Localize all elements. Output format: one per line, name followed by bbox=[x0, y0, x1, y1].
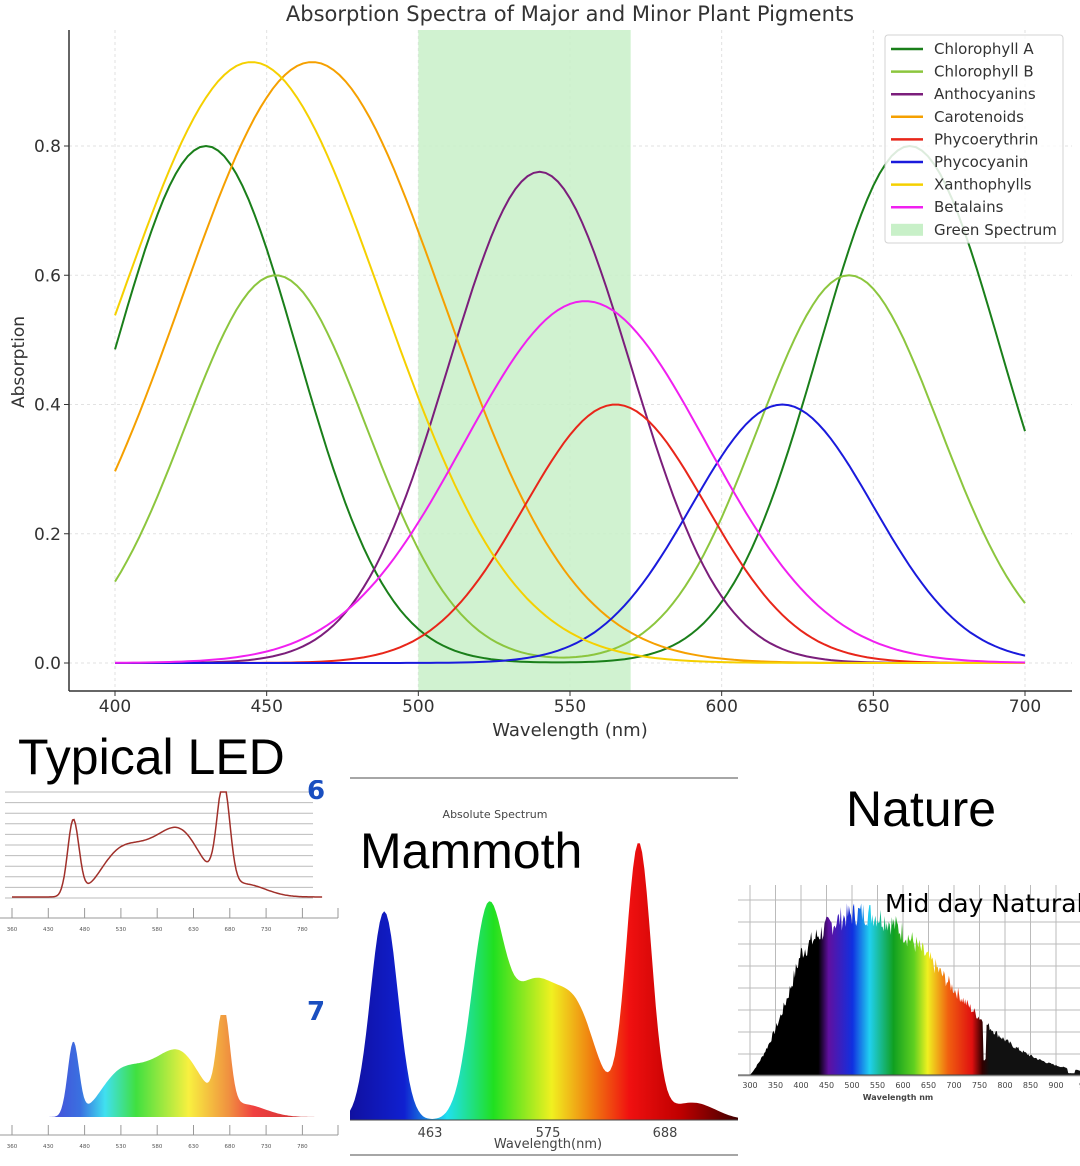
x-tick-label: 730 bbox=[261, 927, 272, 933]
x-tick-label: 430 bbox=[43, 1144, 54, 1150]
legend-label: Betalains bbox=[934, 198, 1004, 216]
x-tick-label: 900 bbox=[1048, 1081, 1063, 1090]
spectrum-line bbox=[12, 791, 323, 898]
x-tick-label: 780 bbox=[297, 927, 308, 933]
x-tick-label: 530 bbox=[116, 1144, 127, 1150]
series-chlorophyll-a bbox=[114, 144, 1026, 664]
x-axis-label: Wavelength nm bbox=[863, 1093, 934, 1102]
x-tick-label: 430 bbox=[43, 927, 54, 933]
x-tick-label: 680 bbox=[225, 1144, 236, 1150]
spectrum-area bbox=[350, 843, 738, 1120]
x-tick-label: 575 bbox=[536, 1126, 561, 1141]
x-tick-label: 780 bbox=[297, 1144, 308, 1150]
mammoth-spectrum: Absolute Spectrum 463 575 688 Wavelength(nm) bbox=[350, 777, 738, 1156]
legend-label: Anthocyanins bbox=[934, 85, 1036, 103]
legend-label: Phycoerythrin bbox=[934, 130, 1038, 148]
nature-heading: Nature bbox=[846, 781, 997, 837]
x-tick-label: 750 bbox=[972, 1081, 987, 1090]
x-tick-label: 688 bbox=[653, 1126, 678, 1141]
x-tick-label: 680 bbox=[225, 927, 236, 933]
legend-label: Chlorophyll A bbox=[934, 40, 1034, 58]
legend-label: Phycocyanin bbox=[934, 153, 1028, 171]
series-phycocyanin bbox=[115, 403, 1026, 664]
x-tick-label: 580 bbox=[152, 927, 163, 933]
y-tick-label: 0.6 bbox=[34, 266, 61, 286]
x-tick-label: 500 bbox=[402, 697, 434, 717]
x-tick-label: 630 bbox=[188, 927, 199, 933]
x-tick-label: 550 bbox=[554, 697, 586, 717]
x-tick-label: 530 bbox=[116, 927, 127, 933]
x-tick-label: 700 bbox=[946, 1081, 961, 1090]
panel-number-label: 6 bbox=[307, 780, 325, 806]
x-tick-label: 550 bbox=[870, 1081, 885, 1090]
x-tick-label: 480 bbox=[79, 927, 90, 933]
spectrum-area bbox=[750, 903, 1080, 1075]
green-spectrum-band bbox=[418, 30, 631, 691]
led-spectrum-6: 360 430 480 530 580 630 680 730 780 6 bbox=[0, 780, 339, 933]
x-tick-label: 630 bbox=[188, 1144, 199, 1150]
spectrum-area bbox=[12, 1015, 323, 1117]
y-tick-label: 0.8 bbox=[34, 137, 61, 157]
typical-led-heading: Typical LED bbox=[18, 729, 285, 785]
y-axis-label: Absorption bbox=[9, 316, 29, 408]
led-spectrum-7: 360 430 480 530 580 630 680 730 780 7 bbox=[0, 997, 339, 1150]
legend: Chlorophyll A Chlorophyll B Anthocyanins Ca… bbox=[884, 34, 1064, 244]
x-tick-label: 360 bbox=[7, 1144, 18, 1150]
y-tick-label: 0.0 bbox=[34, 654, 61, 674]
series-betalains bbox=[115, 300, 1026, 664]
absorption-chart: 400 450 500 550 600 650 700 0.0 0.2 0.4 0.6 0.8 Abso… bbox=[9, 2, 1072, 741]
x-tick-label: 850 bbox=[1023, 1081, 1038, 1090]
x-tick-label: 800 bbox=[997, 1081, 1012, 1090]
spectrum-title: Mid day Natural S bbox=[885, 889, 1080, 918]
x-tick-label: 600 bbox=[705, 697, 737, 717]
x-tick-label: 730 bbox=[261, 1144, 272, 1150]
nature-spectrum: 300 350 400 450 500 550 600 650 700 750 800 850 900 9… bbox=[738, 885, 1080, 1102]
x-tick-label: 450 bbox=[819, 1081, 834, 1090]
x-tick-label: 700 bbox=[1009, 697, 1041, 717]
mammoth-heading: Mammoth bbox=[360, 823, 583, 879]
x-tick-label: 480 bbox=[79, 1144, 90, 1150]
y-tick-label: 0.4 bbox=[34, 396, 61, 416]
legend-box bbox=[884, 34, 1064, 244]
x-axis-label: Wavelength (nm) bbox=[492, 720, 648, 741]
series-chlorophyll-b bbox=[114, 274, 1026, 659]
x-tick-label: 463 bbox=[418, 1126, 443, 1141]
x-axis-label: Wavelength(nm) bbox=[494, 1137, 602, 1152]
x-tick-label: 400 bbox=[99, 697, 131, 717]
x-tick-label: 450 bbox=[250, 697, 282, 717]
x-tick-label: 650 bbox=[857, 697, 889, 717]
legend-label: Chlorophyll B bbox=[934, 63, 1034, 81]
x-tick-label: 300 bbox=[742, 1081, 757, 1090]
x-tick-label: 9 bbox=[1079, 1081, 1080, 1090]
spectrum-title: Absolute Spectrum bbox=[443, 808, 548, 821]
y-tick-label: 0.2 bbox=[34, 525, 61, 545]
x-tick-label: 580 bbox=[152, 1144, 163, 1150]
x-tick-label: 600 bbox=[895, 1081, 910, 1090]
x-tick-label: 500 bbox=[844, 1081, 859, 1090]
legend-label: Xanthophylls bbox=[934, 176, 1032, 194]
legend-label: Green Spectrum bbox=[934, 221, 1057, 239]
legend-label: Carotenoids bbox=[934, 108, 1024, 126]
series-xanthophylls bbox=[114, 61, 1025, 664]
x-tick-label: 350 bbox=[768, 1081, 783, 1090]
panel-number-label: 7 bbox=[307, 997, 325, 1027]
x-tick-label: 400 bbox=[793, 1081, 808, 1090]
chart-title: Absorption Spectra of Major and Minor Pl… bbox=[286, 2, 854, 26]
legend-swatch bbox=[891, 223, 923, 236]
x-tick-label: 650 bbox=[921, 1081, 936, 1090]
x-tick-label: 360 bbox=[7, 927, 18, 933]
